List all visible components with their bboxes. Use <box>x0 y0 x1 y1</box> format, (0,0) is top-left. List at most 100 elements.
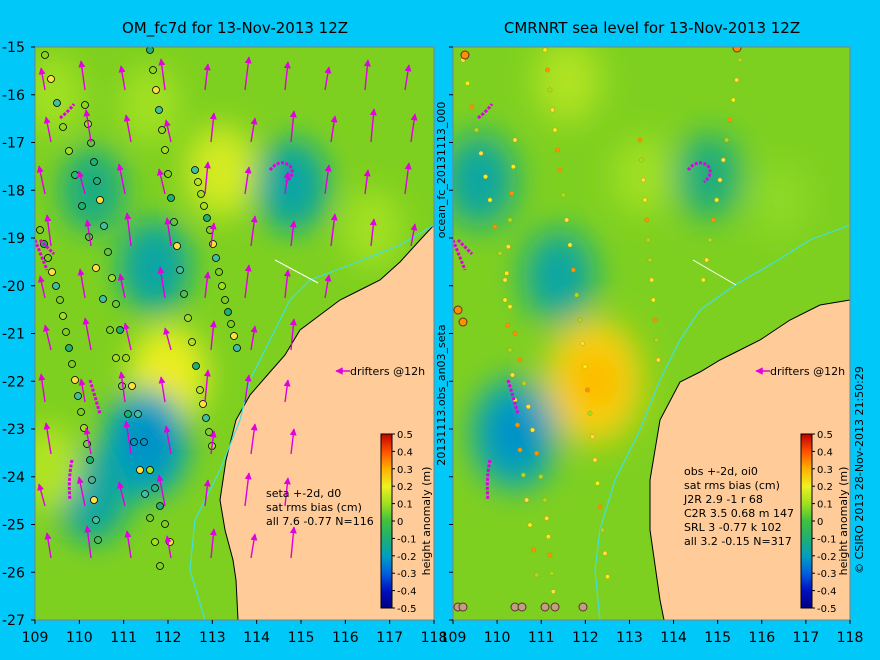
altimetry-point <box>578 602 588 612</box>
altimetry-point <box>582 364 588 370</box>
anomaly-core <box>571 352 617 410</box>
current-arrow <box>44 532 52 559</box>
altimetry-point <box>124 410 132 418</box>
altimetry-point <box>112 354 120 362</box>
anomaly-blob <box>341 188 403 269</box>
current-arrow <box>163 119 172 143</box>
altimetry-point <box>587 410 593 416</box>
altimetry-point <box>710 217 716 223</box>
altimetry-point <box>520 472 526 478</box>
altimetry-point <box>92 516 100 524</box>
copyright-label: © CSIRO 2013 28-Nov-2013 21:50:29 <box>853 366 866 574</box>
current-arrow <box>283 171 291 195</box>
drifter-track <box>67 459 74 501</box>
altimetry-point <box>65 344 73 352</box>
altimetry-point <box>637 137 643 143</box>
altimetry-point <box>212 254 220 262</box>
current-arrow <box>38 373 46 403</box>
anomaly-core <box>274 163 310 207</box>
right-stats-box: obs +-2d, oi0 sat rms bias (cm) J2R 2.9 … <box>683 465 794 548</box>
altimetry-point <box>655 357 661 363</box>
y-tick-label: -19 <box>2 231 25 247</box>
altimetry-point <box>196 386 204 394</box>
left-colorbar: 0.5 0.4 0.3 0.2 0.1 0 -0.1 -0.2 -0.3 -0.4 -0.5 hei… <box>380 430 433 615</box>
current-arrow <box>118 371 126 403</box>
colorbar-tick-label: 0.2 <box>817 482 833 493</box>
altimetry-point <box>597 504 603 510</box>
altimetry-point <box>36 226 44 234</box>
current-arrow <box>209 112 217 143</box>
altimetry-point <box>544 515 550 521</box>
current-arrow <box>43 324 52 351</box>
right-altimetry-track <box>453 47 743 612</box>
altimetry-point <box>534 450 540 456</box>
colorbar-tick-label: 0.3 <box>397 465 413 476</box>
current-arrow <box>164 535 172 559</box>
drifter-track <box>506 379 520 415</box>
right-drifter-tracks <box>453 103 712 501</box>
altimetry-point <box>155 106 163 114</box>
y-tick-label: -24 <box>2 470 25 486</box>
current-arrow <box>289 318 297 351</box>
altimetry-point <box>136 466 144 474</box>
altimetry-point <box>53 99 61 107</box>
altimetry-point <box>71 376 79 384</box>
altimetry-point <box>458 317 468 327</box>
drifter-track <box>35 239 49 271</box>
current-arrow <box>244 472 252 507</box>
altimetry-point <box>197 190 205 198</box>
current-arrow <box>289 428 297 455</box>
current-arrow <box>122 322 132 351</box>
altimetry-point <box>83 440 91 448</box>
altimetry-point <box>116 326 124 334</box>
colorbar-tick-label: -0.5 <box>817 604 837 615</box>
left-river <box>189 224 434 620</box>
altimetry-point <box>108 274 116 282</box>
altimetry-point <box>158 126 166 134</box>
left-stats-line-2: all 7.6 -0.77 N=116 <box>266 515 374 528</box>
colorbar-tick-label: 0 <box>817 517 823 528</box>
colorbar-tick-label: 0.4 <box>397 447 413 458</box>
current-arrow <box>209 320 217 351</box>
current-arrow <box>283 269 291 299</box>
drifter-track <box>477 103 494 120</box>
altimetry-point <box>81 101 89 109</box>
current-arrow <box>404 64 412 91</box>
current-arrow <box>158 58 166 91</box>
altimetry-point <box>502 297 508 303</box>
x-tick-label: 113 <box>199 630 226 646</box>
current-arrow <box>283 61 291 91</box>
altimetry-point <box>580 340 585 346</box>
current-arrow <box>117 273 126 299</box>
altimetry-point <box>453 305 463 315</box>
current-arrow <box>117 481 126 507</box>
altimetry-point <box>550 602 560 612</box>
x-tick-label: 109 <box>22 630 49 646</box>
altimetry-point <box>161 520 169 528</box>
altimetry-point <box>507 304 513 310</box>
anomaly-blob <box>534 47 601 124</box>
current-arrow <box>244 374 252 403</box>
anomaly-core <box>125 418 166 469</box>
altimetry-point <box>44 254 52 262</box>
altimetry-point <box>734 77 740 83</box>
right-stats-line-2: J2R 2.9 -1 r 68 <box>683 493 763 506</box>
altimetry-point <box>700 277 706 283</box>
altimetry-point <box>547 552 553 558</box>
altimetry-point <box>458 602 468 612</box>
altimetry-point <box>550 589 556 595</box>
altimetry-point <box>47 75 55 83</box>
altimetry-point <box>577 317 583 323</box>
current-arrow <box>330 213 338 247</box>
altimetry-point <box>644 217 650 223</box>
altimetry-point <box>164 170 172 178</box>
current-arrow <box>283 477 291 507</box>
x-tick-label: 111 <box>528 630 555 646</box>
altimetry-point <box>78 202 86 210</box>
colorbar-tick-label: 0.1 <box>817 500 833 511</box>
current-arrow <box>116 163 126 195</box>
altimetry-point <box>478 150 484 156</box>
current-arrow <box>363 59 371 91</box>
colorbar-tick-label: -0.3 <box>817 569 837 580</box>
